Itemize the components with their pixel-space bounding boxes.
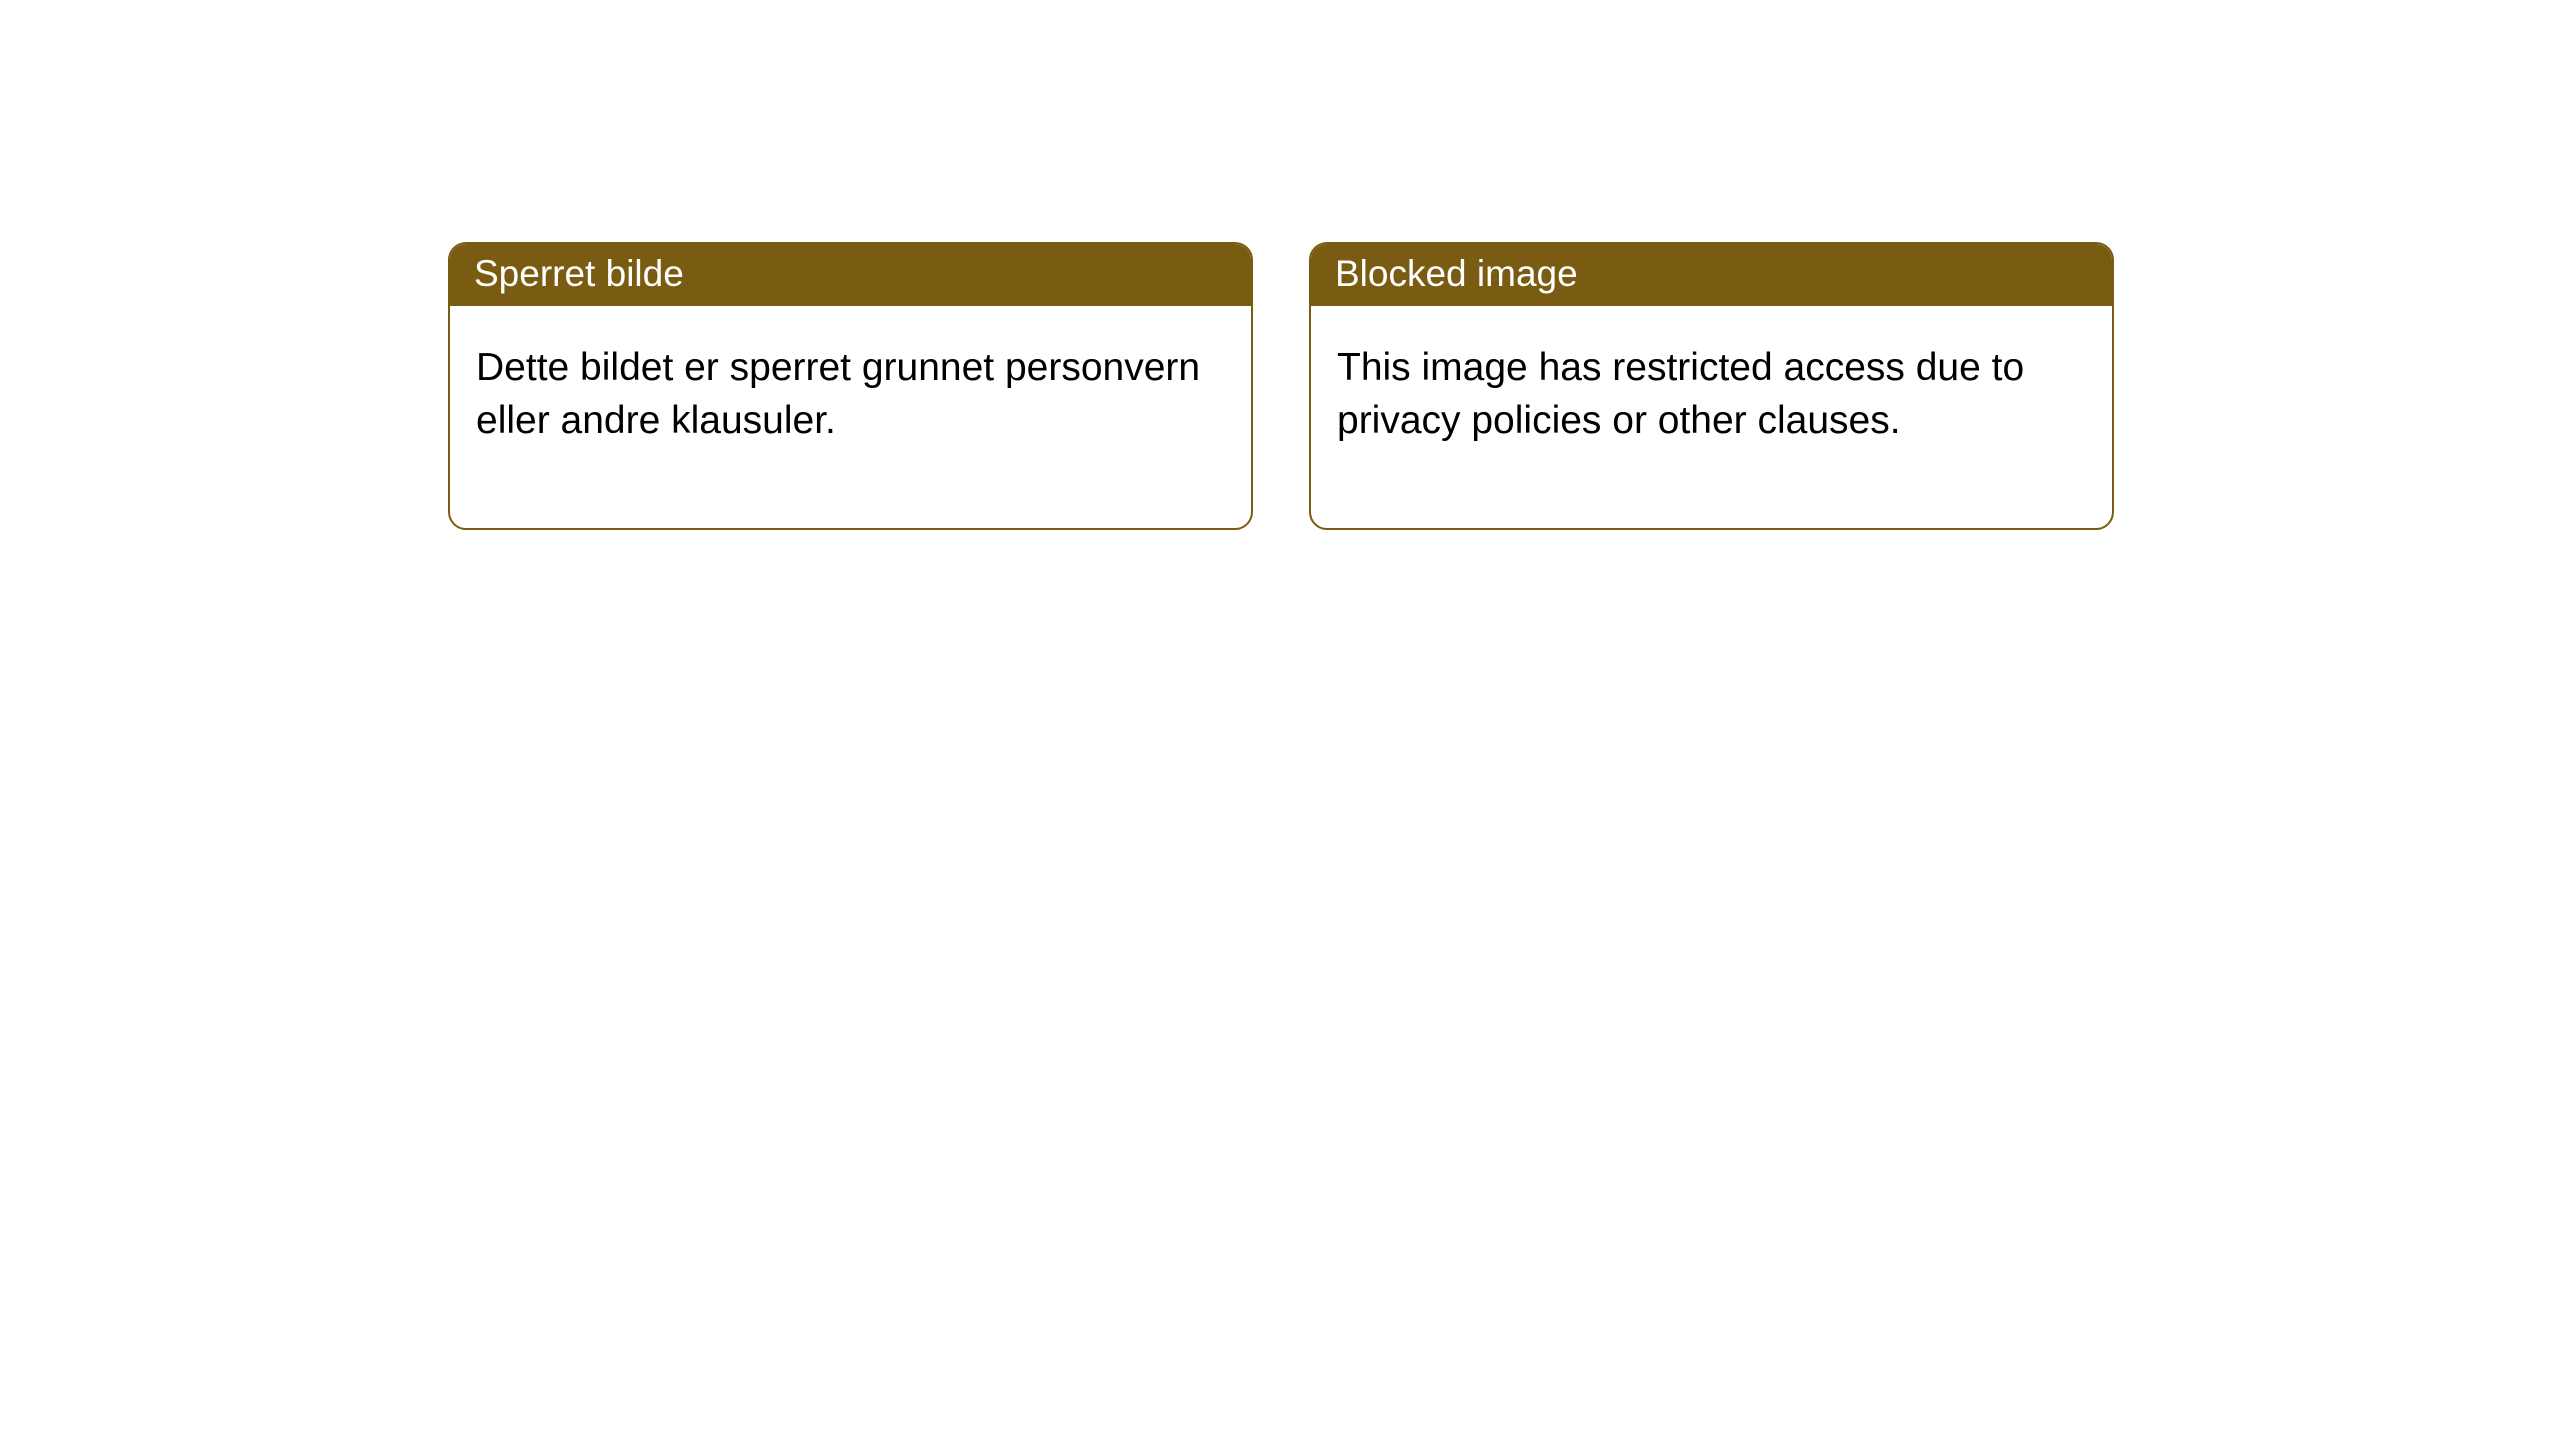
notice-container: Sperret bilde Dette bildet er sperret gr…: [0, 0, 2560, 530]
notice-card-norwegian: Sperret bilde Dette bildet er sperret gr…: [448, 242, 1253, 530]
notice-card-title: Sperret bilde: [450, 244, 1251, 306]
notice-card-english: Blocked image This image has restricted …: [1309, 242, 2114, 530]
notice-card-body: This image has restricted access due to …: [1311, 306, 2112, 527]
notice-card-body: Dette bildet er sperret grunnet personve…: [450, 306, 1251, 527]
notice-card-title: Blocked image: [1311, 244, 2112, 306]
